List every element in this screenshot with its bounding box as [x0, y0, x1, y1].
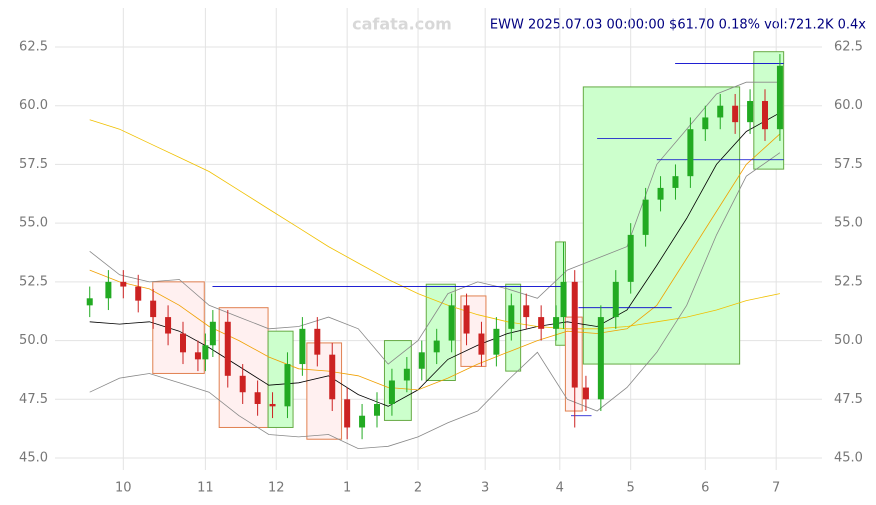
candle-body	[717, 105, 724, 118]
x-tick-label: 12	[268, 481, 285, 496]
watermark: cafata.com	[352, 15, 452, 34]
y-tick-label: 45.0	[19, 451, 48, 466]
x-tick-label: 11	[197, 481, 214, 496]
candle-body	[433, 340, 440, 353]
y-tick-label: 60.0	[19, 98, 48, 113]
candle-body	[553, 317, 560, 329]
candle-body	[374, 403, 381, 416]
candle-body	[538, 317, 545, 329]
indicator-line	[89, 133, 781, 391]
candle-body	[493, 328, 500, 355]
candle-body	[165, 317, 172, 334]
candle-body	[202, 345, 209, 360]
candle-body	[523, 305, 530, 318]
candle-body	[478, 333, 485, 355]
candle-body	[702, 117, 709, 130]
candle-body	[86, 298, 93, 306]
indicator-line	[89, 119, 780, 330]
candle-body	[560, 281, 567, 318]
candle-body	[582, 387, 589, 400]
signal-box	[582, 86, 741, 365]
candle-body	[180, 333, 187, 353]
candle-body	[359, 415, 366, 428]
candle-body	[448, 305, 455, 341]
indicator-line	[89, 112, 781, 407]
candle-body	[732, 105, 739, 123]
candle-body	[135, 286, 142, 301]
signal-box	[306, 342, 343, 440]
candle-body	[269, 403, 276, 407]
indicator-line	[89, 81, 780, 365]
candle-body	[597, 317, 604, 400]
candle-body	[388, 380, 395, 404]
indicator-line	[89, 152, 781, 450]
candle-body	[284, 364, 291, 407]
candle-body	[329, 354, 336, 400]
candle-body	[314, 328, 321, 355]
x-tick-label: 10	[115, 481, 132, 496]
candle-body	[120, 281, 127, 287]
candle-body	[642, 199, 649, 235]
candle-body	[463, 305, 470, 334]
candle-body	[762, 101, 769, 130]
y-tick-label-right: 57.5	[834, 157, 863, 172]
candle-body	[194, 352, 201, 360]
candle-body	[150, 300, 157, 318]
y-tick-label-right: 55.0	[834, 216, 863, 231]
candle-body	[299, 328, 306, 365]
x-tick-label: 3	[481, 481, 489, 496]
chart-title: EWW 2025.07.03 00:00:00 $61.70 0.18% vol…	[490, 18, 866, 33]
x-tick-label: 1	[343, 481, 351, 496]
y-tick-label-right: 62.5	[834, 40, 863, 55]
y-tick-label: 55.0	[19, 216, 48, 231]
x-tick-label: 2	[414, 481, 422, 496]
x-tick-label: 6	[701, 481, 709, 496]
y-tick-label: 62.5	[19, 40, 48, 55]
candle-body	[776, 65, 783, 130]
y-tick-label-right: 45.0	[834, 451, 863, 466]
y-tick-label: 52.5	[19, 274, 48, 289]
candle-body	[239, 375, 246, 393]
y-tick-label-right: 50.0	[834, 333, 863, 348]
candle-body	[571, 281, 578, 388]
x-tick-label: 5	[627, 481, 635, 496]
candle-body	[254, 392, 261, 404]
candle-body	[627, 234, 634, 282]
candle-body	[209, 321, 216, 346]
candle-body	[672, 176, 679, 188]
candle-body	[418, 352, 425, 369]
x-tick-label: 7	[772, 481, 780, 496]
candle-body	[657, 187, 664, 200]
signal-box	[152, 281, 205, 374]
candle-body	[687, 129, 694, 177]
candle-body	[612, 281, 619, 318]
candle-body	[224, 321, 231, 376]
y-tick-label: 57.5	[19, 157, 48, 172]
y-tick-label-right: 52.5	[834, 274, 863, 289]
candle-body	[403, 368, 410, 381]
y-tick-label-right: 60.0	[834, 98, 863, 113]
y-tick-label: 47.5	[19, 392, 48, 407]
candle-body	[508, 305, 515, 329]
y-tick-label: 50.0	[19, 333, 48, 348]
candle-body	[105, 281, 112, 299]
candle-body	[344, 399, 351, 428]
candle-body	[747, 101, 754, 123]
y-tick-label-right: 47.5	[834, 392, 863, 407]
x-tick-label: 4	[556, 481, 564, 496]
